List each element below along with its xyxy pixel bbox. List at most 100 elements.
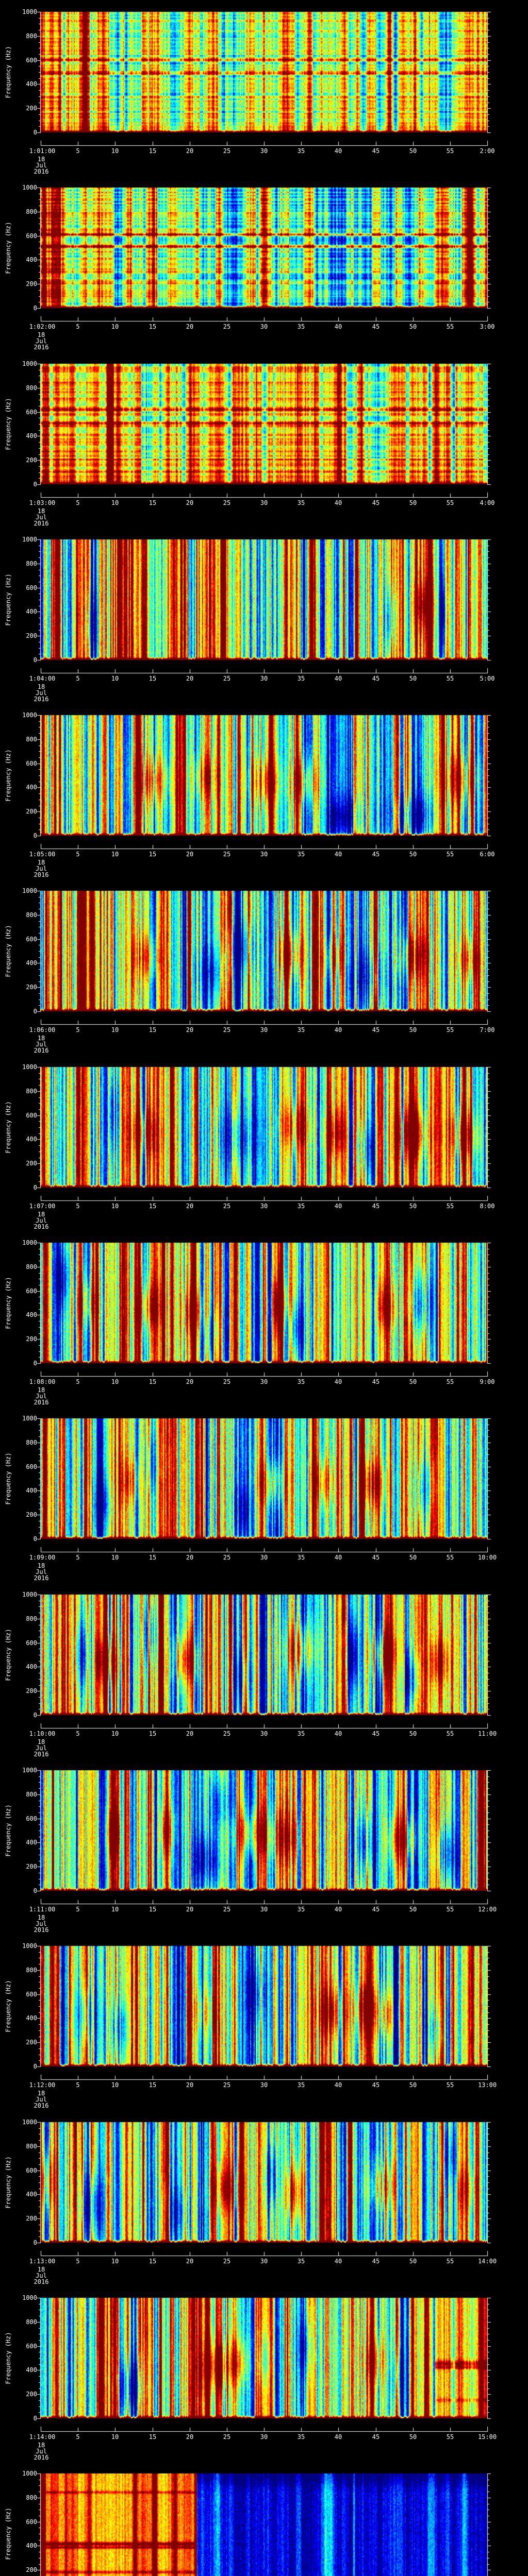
y-tick-label: 0 xyxy=(33,2415,37,2422)
date-line: Jul xyxy=(36,162,47,169)
y-tick-label: 1000 xyxy=(22,1942,37,1950)
y-tick-label: 0 xyxy=(33,656,37,664)
x-tick-label: 55 xyxy=(446,2258,454,2265)
x-tick-label: 5 xyxy=(76,675,80,682)
x-tick-label: 50 xyxy=(409,851,417,858)
start-time-label: 1:03:00 xyxy=(29,499,56,506)
x-tick-label: 5 xyxy=(76,1554,80,1561)
date-line: 2016 xyxy=(34,1399,49,1406)
x-tick-label: 30 xyxy=(260,499,268,506)
y-tick-label: 800 xyxy=(26,2494,37,2501)
x-tick-label: 35 xyxy=(297,1378,305,1385)
spectrogram-panel-14: 0 200 400 600 800 1000 Frequency (Hz) 5 10 15 20 25… xyxy=(0,2286,528,2462)
y-tick-label: 400 xyxy=(26,2191,37,2198)
x-tick-label: 5 xyxy=(76,2081,80,2089)
x-tick-label: 15 xyxy=(148,1202,157,1210)
x-tick-label: 15 xyxy=(148,147,157,155)
x-tick-label: 10 xyxy=(111,323,119,330)
x-tick-label: 20 xyxy=(186,499,194,506)
y-tick-label: 400 xyxy=(26,1663,37,1670)
date-line: 18 xyxy=(37,1035,45,1042)
date-line: 2016 xyxy=(34,168,49,175)
y-axis-label: Frequency (Hz) xyxy=(5,573,12,626)
y-axis-label: Frequency (Hz) xyxy=(5,222,12,274)
x-tick-label: 20 xyxy=(186,323,194,330)
y-tick-label: 200 xyxy=(26,280,37,287)
date-line: 2016 xyxy=(34,1574,49,1582)
y-tick-label: 1000 xyxy=(22,1415,37,1422)
x-tick-label: 55 xyxy=(446,2433,454,2441)
y-tick-label: 800 xyxy=(26,736,37,743)
y-tick-label: 200 xyxy=(26,2566,37,2573)
y-tick-label: 200 xyxy=(26,808,37,815)
x-tick-label: 50 xyxy=(409,323,417,330)
x-tick-label: 40 xyxy=(334,1202,342,1210)
y-tick-label: 1000 xyxy=(22,536,37,543)
y-tick-label: 0 xyxy=(33,1887,37,1894)
spectrogram-canvas xyxy=(0,2286,528,2462)
x-tick-label: 40 xyxy=(334,851,342,858)
date-line: Jul xyxy=(36,1568,47,1575)
x-tick-label: 50 xyxy=(409,2433,417,2441)
y-tick-label: 0 xyxy=(33,1008,37,1015)
x-tick-label: 55 xyxy=(446,1026,454,1033)
y-axis-label: Frequency (Hz) xyxy=(5,2156,12,2209)
y-tick-label: 1000 xyxy=(22,2119,37,2126)
start-time-label: 1:10:00 xyxy=(29,1730,56,1737)
x-tick-label: 5 xyxy=(76,1730,80,1737)
x-tick-label: 20 xyxy=(186,1378,194,1385)
x-tick-label: 10 xyxy=(111,1554,119,1561)
date-line: Jul xyxy=(36,2448,47,2455)
x-tick-label: 55 xyxy=(446,147,454,155)
x-tick-label: 5 xyxy=(76,2433,80,2441)
end-time-label: 3:00 xyxy=(480,323,495,330)
end-time-label: 9:00 xyxy=(480,1378,495,1385)
x-tick-label: 35 xyxy=(297,2433,305,2441)
x-tick-label: 25 xyxy=(223,499,231,506)
date-line: Jul xyxy=(36,865,47,872)
x-tick-label: 40 xyxy=(334,147,342,155)
start-time-label: 1:13:00 xyxy=(29,2258,56,2265)
y-tick-label: 1000 xyxy=(22,360,37,367)
spectrogram-canvas xyxy=(0,1406,528,1582)
x-tick-label: 20 xyxy=(186,1730,194,1737)
y-tick-label: 600 xyxy=(26,409,37,416)
x-tick-label: 30 xyxy=(260,675,268,682)
y-tick-label: 200 xyxy=(26,1511,37,1518)
y-tick-label: 800 xyxy=(26,560,37,567)
date-line: 18 xyxy=(37,683,45,690)
x-tick-label: 10 xyxy=(111,1906,119,1913)
y-tick-label: 0 xyxy=(33,1535,37,1543)
x-tick-label: 15 xyxy=(148,2081,157,2089)
date-line: Jul xyxy=(36,689,47,697)
y-tick-label: 600 xyxy=(26,1463,37,1470)
date-line: 18 xyxy=(37,1562,45,1569)
x-tick-label: 40 xyxy=(334,1906,342,1913)
y-tick-label: 0 xyxy=(33,129,37,136)
y-tick-label: 1000 xyxy=(22,1063,37,1071)
x-tick-label: 25 xyxy=(223,851,231,858)
spectrogram-canvas xyxy=(0,352,528,528)
date-line: 2016 xyxy=(34,1223,49,1230)
x-tick-label: 55 xyxy=(446,323,454,330)
x-tick-label: 50 xyxy=(409,2081,417,2089)
date-line: 18 xyxy=(37,1738,45,1745)
x-tick-label: 50 xyxy=(409,1730,417,1737)
x-tick-label: 35 xyxy=(297,1554,305,1561)
y-tick-label: 1000 xyxy=(22,887,37,894)
y-axis-label: Frequency (Hz) xyxy=(5,1452,12,1505)
date-line: 18 xyxy=(37,2266,45,2273)
spectrogram-canvas xyxy=(0,2110,528,2286)
x-tick-label: 25 xyxy=(223,147,231,155)
spectrogram-panel-1: 0 200 400 600 800 1000 Frequency (Hz) 5 10 15 20 25… xyxy=(0,0,528,176)
x-tick-label: 30 xyxy=(260,2258,268,2265)
x-tick-label: 20 xyxy=(186,1554,194,1561)
x-tick-label: 20 xyxy=(186,1202,194,1210)
y-tick-label: 400 xyxy=(26,608,37,615)
y-tick-label: 0 xyxy=(33,481,37,488)
x-tick-label: 20 xyxy=(186,1026,194,1033)
x-tick-label: 30 xyxy=(260,1906,268,1913)
x-tick-label: 5 xyxy=(76,851,80,858)
x-tick-label: 55 xyxy=(446,1554,454,1561)
